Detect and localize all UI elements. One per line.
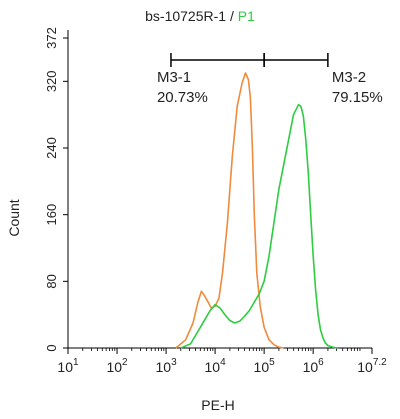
y-tick-label: 372 xyxy=(44,27,59,49)
x-tick-base: 10 xyxy=(205,359,221,375)
gate-label-name: M3-1 xyxy=(157,69,191,86)
x-tick-base: 10 xyxy=(155,359,171,375)
gate-label-percent: 79.15% xyxy=(332,89,383,106)
title-sample: bs-10725R-1 xyxy=(145,8,227,24)
y-tick-label: 0 xyxy=(44,344,59,351)
x-tick-label: 103 xyxy=(155,357,177,375)
y-tick-label: 80 xyxy=(44,274,59,288)
x-tick-label: 102 xyxy=(106,357,128,375)
x-tick-exponent: 6 xyxy=(318,357,324,368)
series-control-line xyxy=(175,72,284,349)
x-tick-base: 10 xyxy=(254,359,270,375)
series-layer xyxy=(175,72,338,349)
y-ticks: 0 80 160 240 320 372 xyxy=(44,27,68,352)
x-tick-exponent: 5 xyxy=(269,357,275,368)
y-tick-label: 240 xyxy=(44,137,59,159)
y-tick-label: 160 xyxy=(44,204,59,226)
title-separator: / xyxy=(226,8,238,24)
y-axis-label: Count xyxy=(6,199,22,236)
x-tick-label: 107.2 xyxy=(357,357,387,375)
gate-label-percent: 20.73% xyxy=(157,89,208,106)
series-sample-line xyxy=(180,103,338,349)
x-ticks: 101 102 103 104 105 106 107.2 xyxy=(57,348,387,375)
chart-title: bs-10725R-1 / P1 xyxy=(0,8,400,24)
title-gate: P1 xyxy=(237,8,255,24)
x-tick-exponent: 3 xyxy=(171,357,177,368)
gate-label-name: M3-2 xyxy=(332,69,366,86)
axes xyxy=(67,30,372,349)
y-tick-label: 320 xyxy=(44,70,59,92)
x-tick-exponent: 2 xyxy=(122,357,128,368)
x-tick-base: 10 xyxy=(303,359,319,375)
x-tick-exponent: 7.2 xyxy=(373,357,387,368)
x-tick-exponent: 4 xyxy=(220,357,226,368)
x-axis-label: PE-H xyxy=(201,397,234,413)
x-tick-base: 10 xyxy=(357,359,373,375)
x-tick-base: 10 xyxy=(106,359,122,375)
x-tick-label: 101 xyxy=(57,357,79,375)
x-tick-base: 10 xyxy=(57,359,73,375)
x-tick-exponent: 1 xyxy=(73,357,79,368)
x-tick-label: 104 xyxy=(205,357,227,375)
x-tick-label: 106 xyxy=(303,357,325,375)
x-tick-label: 105 xyxy=(254,357,276,375)
gate-layer: M3-1 20.73% M3-2 79.15% xyxy=(157,53,383,106)
